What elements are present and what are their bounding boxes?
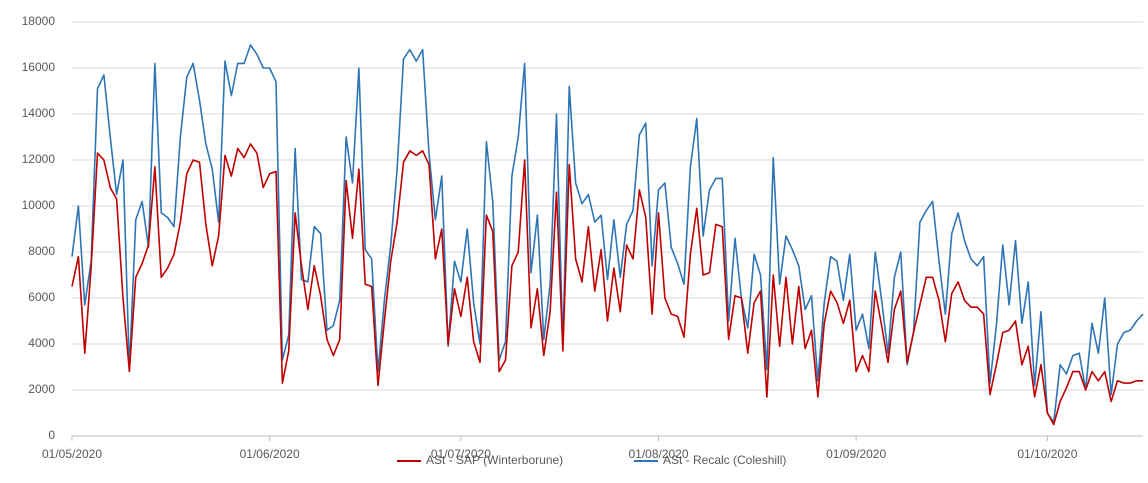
y-tick-label: 14000 [22, 106, 56, 120]
y-tick-label: 16000 [22, 60, 56, 74]
y-tick-label: 2000 [28, 382, 55, 396]
x-tick-label: 01/08/2020 [628, 447, 688, 461]
x-tick-label: 01/09/2020 [826, 447, 886, 461]
y-tick-label: 0 [48, 428, 55, 442]
legend-label: ASt - Recalc (Coleshill) [663, 453, 786, 467]
y-tick-label: 18000 [22, 14, 56, 28]
x-tick-label: 01/10/2020 [1017, 447, 1077, 461]
y-tick-label: 6000 [28, 290, 55, 304]
y-tick-label: 8000 [28, 244, 55, 258]
legend-label: ASt - SAP (Winterborune) [426, 453, 563, 467]
x-tick-label: 01/07/2020 [431, 447, 491, 461]
y-tick-label: 4000 [28, 336, 55, 350]
y-tick-label: 12000 [22, 152, 56, 166]
series-line [71, 44, 1144, 423]
y-tick-label: 10000 [22, 198, 56, 212]
series-line [71, 143, 1143, 426]
x-tick-label: 01/06/2020 [240, 447, 300, 461]
x-tick-label: 01/05/2020 [42, 447, 102, 461]
